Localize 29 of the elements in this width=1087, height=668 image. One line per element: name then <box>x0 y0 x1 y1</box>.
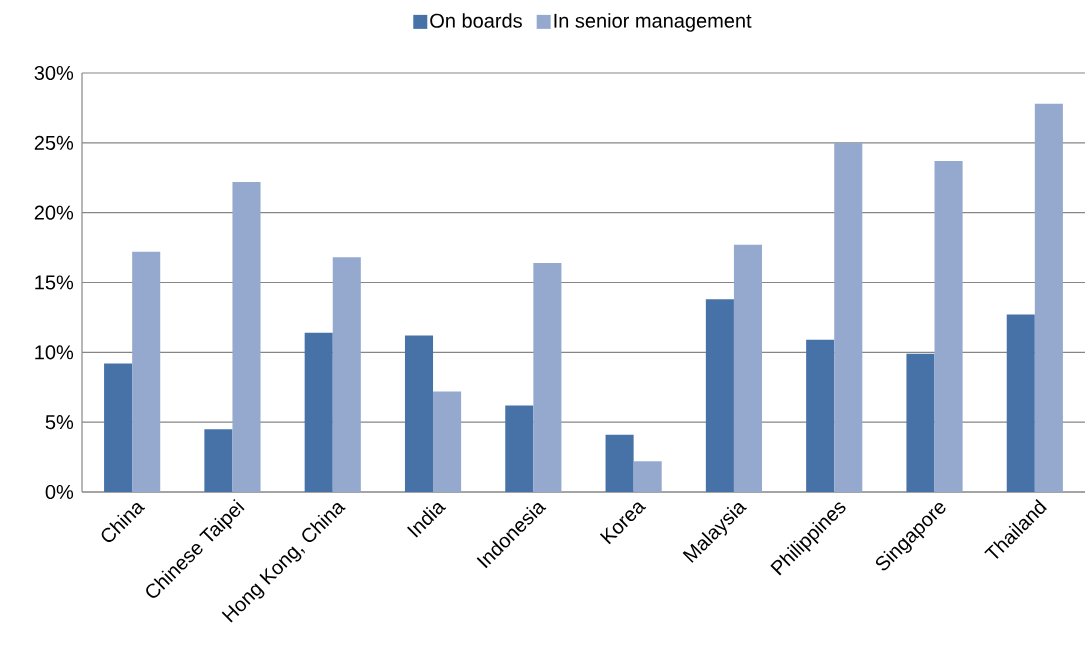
bar <box>806 339 835 492</box>
bar <box>505 405 534 492</box>
y-tick-label: 0% <box>45 484 74 500</box>
bar <box>332 257 361 492</box>
bar <box>132 251 161 492</box>
bar <box>232 181 261 492</box>
bar <box>633 461 662 492</box>
bar <box>906 353 935 492</box>
y-tick-label: 20% <box>34 205 74 220</box>
bar <box>533 262 562 492</box>
bar <box>834 142 863 492</box>
bar <box>934 160 963 492</box>
bar <box>404 335 434 492</box>
bar <box>1034 103 1063 492</box>
y-tick-label: 5% <box>45 415 74 430</box>
y-tick-label: 15% <box>35 275 74 290</box>
bar <box>605 434 634 492</box>
bar <box>433 391 462 492</box>
bar <box>705 299 734 492</box>
bar <box>1006 314 1035 492</box>
bar <box>733 244 763 492</box>
bar <box>104 363 133 492</box>
legend-label: In senior management <box>554 13 752 32</box>
bar <box>204 429 233 492</box>
y-tick-label: 10% <box>35 345 74 360</box>
legend-label: On boards <box>430 13 522 28</box>
y-tick-label: 25% <box>34 135 74 150</box>
y-tick-label: 30% <box>34 65 74 81</box>
bar <box>304 332 333 492</box>
